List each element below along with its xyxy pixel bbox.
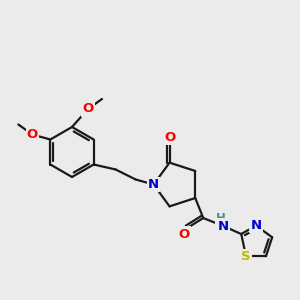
- Text: O: O: [82, 103, 94, 116]
- Text: N: N: [218, 220, 229, 232]
- Text: O: O: [164, 131, 175, 144]
- Text: O: O: [27, 128, 38, 141]
- Text: O: O: [178, 227, 190, 241]
- Text: H: H: [216, 212, 226, 224]
- Text: N: N: [250, 219, 262, 232]
- Text: S: S: [241, 250, 251, 263]
- Text: N: N: [148, 178, 159, 191]
